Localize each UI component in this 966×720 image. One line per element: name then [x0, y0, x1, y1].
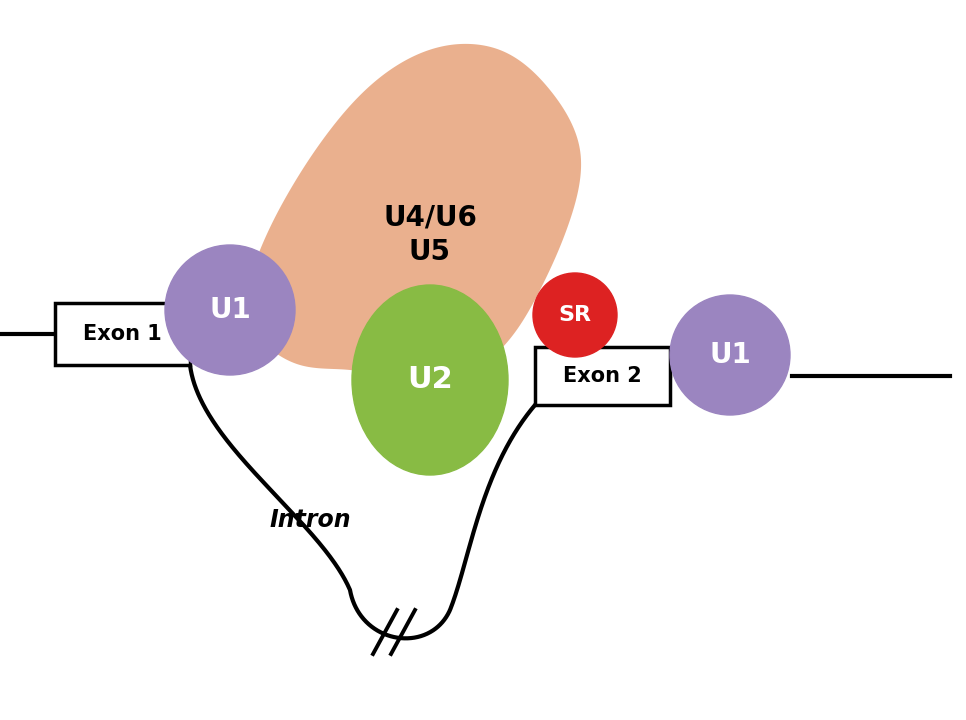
Circle shape	[533, 273, 617, 357]
Bar	[55, 303, 190, 365]
Text: U4/U6
U5: U4/U6 U5	[384, 204, 477, 266]
Ellipse shape	[352, 285, 508, 475]
Text: Exon 1: Exon 1	[83, 324, 162, 344]
Text: U1: U1	[709, 341, 751, 369]
Circle shape	[670, 295, 790, 415]
Text: U2: U2	[407, 366, 453, 395]
Text: U1: U1	[209, 296, 251, 324]
Text: SR: SR	[558, 305, 591, 325]
Circle shape	[165, 245, 295, 375]
Bar	[535, 347, 670, 405]
Text: Exon 2: Exon 2	[563, 366, 641, 386]
Polygon shape	[247, 44, 582, 382]
Text: Intron: Intron	[270, 508, 351, 532]
